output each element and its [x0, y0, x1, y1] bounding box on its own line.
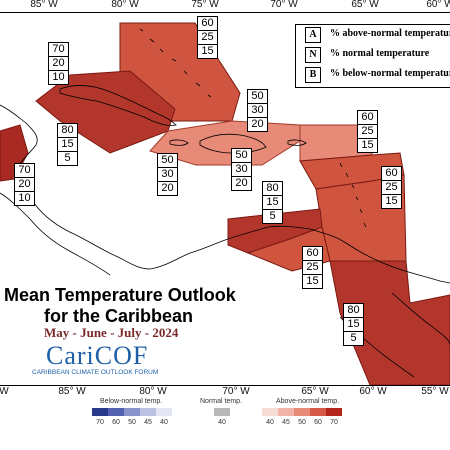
legend-key: A — [305, 27, 321, 43]
forecast-box: 50 30 20 — [247, 89, 268, 132]
legend-key: B — [305, 67, 321, 83]
forecast-box: 80 15 5 — [262, 181, 283, 224]
lon-label-top: 85° W — [30, 0, 58, 10]
lon-label-bottom: 65° W — [301, 386, 329, 397]
colorbar-tick: 45 — [144, 419, 152, 426]
colorbar-tick: 60 — [112, 419, 120, 426]
map-title: Mean Temperature Outlook — [4, 285, 236, 305]
lon-label-top: 75° W — [191, 0, 219, 10]
legend-text: % below-normal temperature — [330, 68, 450, 79]
colorbar-cell-above — [294, 408, 310, 416]
forecast-box: 50 30 20 — [231, 148, 252, 191]
lon-label-bottom: W — [0, 386, 9, 397]
colorbar-cell-normal — [214, 408, 230, 416]
colorbar-cell-below — [124, 408, 140, 416]
colorbar-cell-above — [262, 408, 278, 416]
forecast-box: 60 25 15 — [381, 166, 402, 209]
colorbar-tick: 40 — [160, 419, 168, 426]
colorbar-below-label: Below-normal temp. — [100, 398, 163, 405]
lon-label-top: 70° W — [270, 0, 298, 10]
forecast-box: 50 30 20 — [157, 153, 178, 196]
lon-label-bottom: 55° W — [421, 386, 449, 397]
forecast-box: 70 20 10 — [14, 163, 35, 206]
season-label: May - June - July - 2024 — [44, 325, 179, 340]
colorbar-cell-above — [278, 408, 294, 416]
map-subtitle: for the Caribbean — [44, 306, 194, 326]
colorbar-cell-below — [92, 408, 108, 416]
colorbar-cell-below — [156, 408, 172, 416]
colorbar-cell-below — [108, 408, 124, 416]
forecast-box: 60 25 15 — [357, 110, 378, 153]
legend-key: N — [305, 47, 321, 63]
colorbar-above-label: Above-normal temp. — [276, 398, 340, 405]
colorbar-cell-above — [310, 408, 326, 416]
caricof-logo: CariCOF — [46, 341, 149, 370]
colorbar-tick: 70 — [330, 419, 338, 426]
lon-label-bottom: 60° W — [359, 386, 387, 397]
lon-label-bottom: 70° W — [222, 386, 250, 397]
colorbar-cell-below — [140, 408, 156, 416]
lon-label-bottom: 85° W — [58, 386, 86, 397]
forecast-box: 80 15 5 — [57, 123, 78, 166]
lon-label-top: 80° W — [111, 0, 139, 10]
colorbar-tick: 70 — [96, 419, 104, 426]
lon-label-bottom: 80° W — [139, 386, 167, 397]
colorbar-normal-label: Normal temp. — [200, 398, 243, 405]
colorbar-cell-above — [326, 408, 342, 416]
colorbar-tick: 50 — [128, 419, 136, 426]
lon-label-top: 60° W — [426, 0, 450, 10]
forecast-box: 70 20 10 — [48, 42, 69, 85]
legend-text: % above-normal temperature — [330, 28, 450, 39]
colorbar-tick: 45 — [282, 419, 290, 426]
forecast-box: 60 25 15 — [197, 16, 218, 59]
lon-label-top: 65° W — [351, 0, 379, 10]
colorbar-tick: 40 — [218, 419, 226, 426]
legend-text: % normal temperature — [330, 48, 430, 59]
forecast-box: 80 15 5 — [343, 303, 364, 346]
caricof-logo-subtitle: CARIBBEAN CLIMATE OUTLOOK FORUM — [32, 369, 159, 376]
probability-legend: A % above-normal temperature N % normal … — [295, 24, 450, 88]
colorbar-tick: 50 — [298, 419, 306, 426]
colorbar-tick: 40 — [266, 419, 274, 426]
forecast-box: 60 25 15 — [302, 246, 323, 289]
colorbar-tick: 60 — [314, 419, 322, 426]
